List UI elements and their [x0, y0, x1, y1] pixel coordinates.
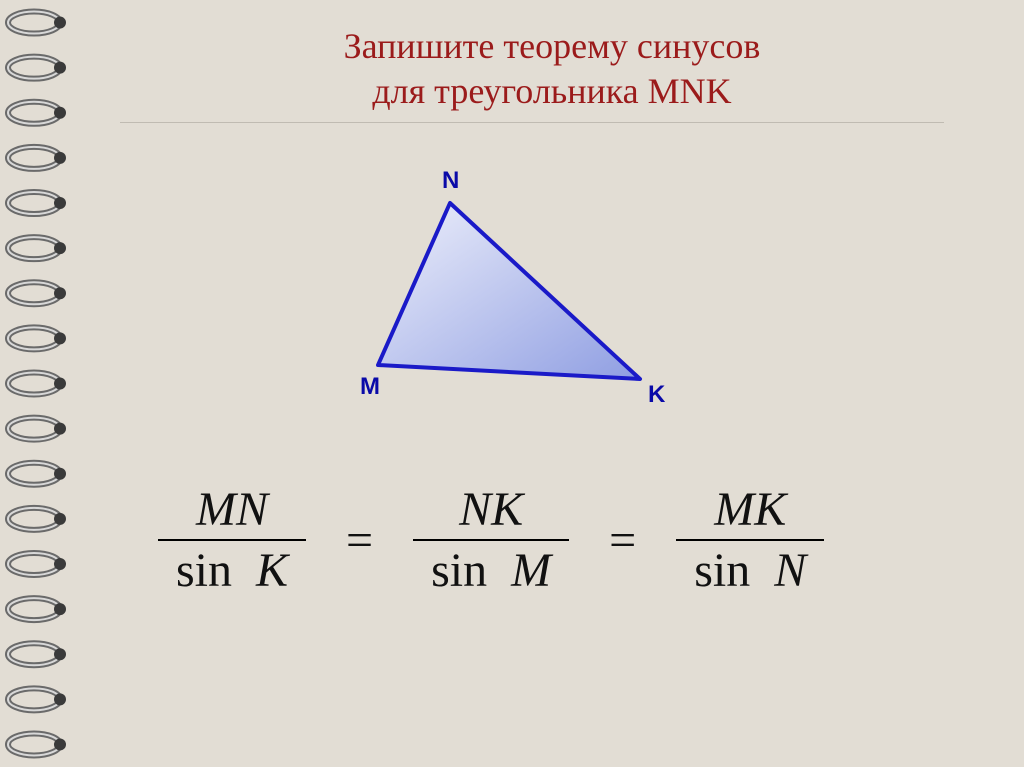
fraction-3: MK sin N [676, 480, 824, 600]
law-of-sines-formula: MN sin K = NK sin M = MK sin N [140, 480, 960, 600]
fraction-3-den: sin N [676, 541, 824, 600]
vertex-label-m: M [360, 373, 380, 401]
triangle-shape [378, 203, 640, 379]
fraction-1-den: sin K [158, 541, 306, 600]
triangle-diagram: N M K [330, 165, 690, 425]
slide-title: Запишите теорему синусов для треугольник… [120, 24, 984, 123]
fraction-1-num: MN [158, 480, 306, 541]
fraction-2: NK sin M [413, 480, 569, 600]
vertex-label-n: N [442, 167, 459, 195]
spiral-binding [0, 0, 78, 767]
triangle-svg [330, 165, 690, 425]
title-underline [120, 122, 944, 123]
title-line-2: для треугольника MNK [120, 69, 984, 114]
fraction-1: MN sin K [158, 480, 306, 600]
fraction-2-den: sin M [413, 541, 569, 600]
equals-1: = [336, 513, 383, 568]
equals-2: = [599, 513, 646, 568]
fraction-2-num: NK [413, 480, 569, 541]
title-line-1: Запишите теорему синусов [120, 24, 984, 69]
vertex-label-k: K [648, 381, 665, 409]
fraction-3-num: MK [676, 480, 824, 541]
